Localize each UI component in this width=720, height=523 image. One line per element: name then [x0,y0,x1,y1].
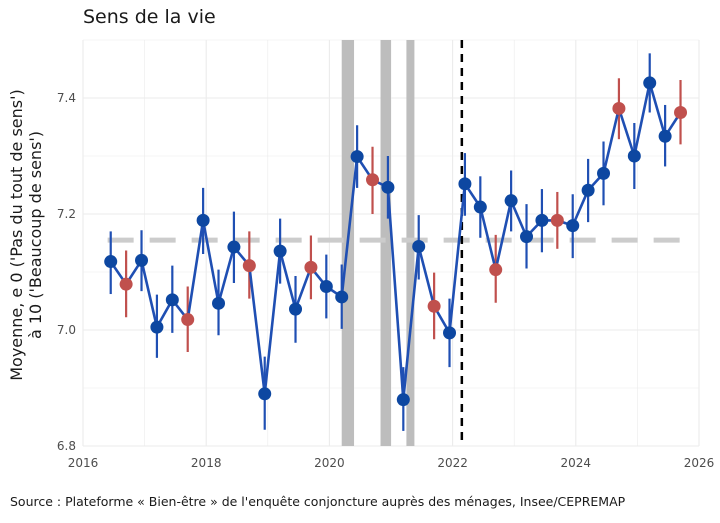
x-tick-labels: 2016 2018 2020 2022 2024 2026 [68,456,715,470]
y-tick-label: 7.2 [57,207,76,221]
data-point [227,240,241,254]
data-point [289,302,303,316]
shaded-period [380,40,391,446]
data-point [643,76,657,90]
data-point-highlight [612,101,626,115]
data-point [504,194,518,208]
x-tick-label: 2020 [314,456,345,470]
data-point [597,166,611,180]
source-note: Source : Plateforme « Bien-être » de l'e… [10,494,626,509]
x-tick-label: 2018 [191,456,222,470]
data-point-highlight [366,173,380,187]
data-point [150,320,164,334]
data-point [443,326,457,340]
data-point [273,244,287,258]
chart-title: Sens de la vie [83,6,216,28]
data-point-highlight [181,313,195,327]
data-point [396,393,410,407]
data-point [381,180,395,194]
shaded-period [406,40,415,446]
data-point [581,183,595,197]
data-point [319,280,333,293]
data-point-highlight [489,263,503,277]
data-point [335,290,349,304]
data-point [212,296,226,310]
data-point [104,255,118,269]
data-points [104,76,688,407]
y-tick-label: 7.0 [57,323,76,337]
y-axis-label-line2: à 10 ('Beaucoup de sens') [26,131,45,339]
data-point [658,129,672,143]
data-point [350,150,364,164]
data-point-highlight [674,106,688,119]
y-tick-label: 7.4 [57,91,76,105]
data-point-highlight [242,259,256,273]
data-point [535,213,549,227]
x-tick-label: 2026 [684,456,715,470]
y-axis-label-line1: Moyenne, e 0 ('Pas du tout de sens') [7,89,26,381]
data-point [135,253,149,267]
data-point [458,177,472,191]
data-point-highlight [304,260,318,274]
data-point-highlight [427,299,441,313]
data-point [627,149,641,163]
x-tick-label: 2024 [561,456,592,470]
y-tick-label: 6.8 [57,439,76,453]
data-point [165,293,179,307]
x-tick-label: 2016 [68,456,99,470]
data-point-highlight [119,277,133,291]
data-point [258,387,272,401]
x-tick-label: 2022 [437,456,468,470]
data-point-highlight [550,213,564,227]
data-point [412,239,426,253]
data-point [473,200,487,214]
y-tick-labels: 6.8 7.0 7.2 7.4 [57,91,76,453]
grid-lines [82,39,700,447]
data-point [196,213,210,227]
data-point [566,219,580,233]
data-point [520,230,534,244]
y-axis-label-group: Moyenne, e 0 ('Pas du tout de sens') à 1… [7,89,45,381]
